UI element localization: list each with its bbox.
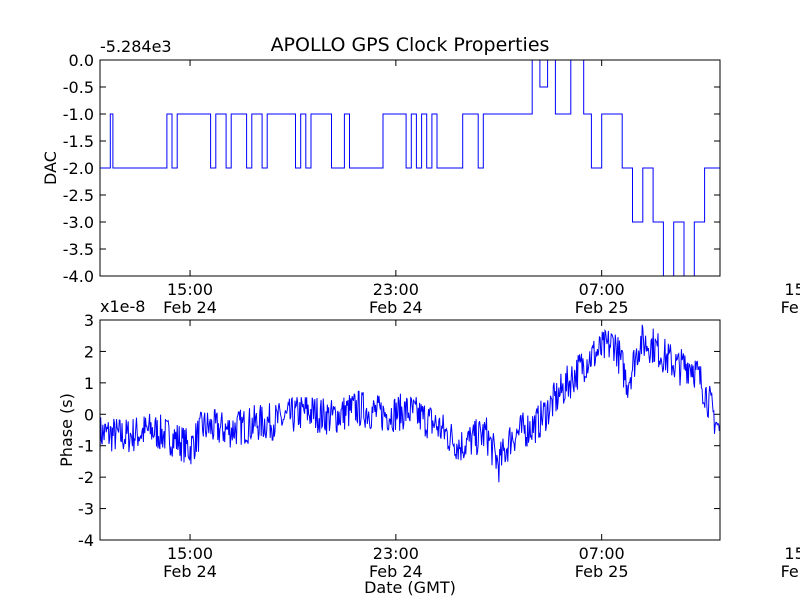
phase-ytick-label: -1 (78, 437, 94, 456)
phase-xtick-time: 15:00 (784, 544, 800, 563)
phase-ytick-label: 2 (84, 342, 94, 361)
dac-xtick-time: 23:00 (373, 280, 419, 299)
phase-series-line (99, 324, 721, 483)
dac-xtick-time: 07:00 (579, 280, 625, 299)
dac-xtick-date: Feb 24 (369, 298, 423, 317)
phase-plot-frame (99, 319, 721, 541)
phase-ytick-label: -4 (78, 531, 94, 550)
dac-ytick-label: -2.0 (63, 159, 94, 178)
phase-plot-area (100, 320, 720, 540)
phase-xtick-date: Feb 24 (369, 562, 423, 581)
dac-ytick-label: -3.0 (63, 213, 94, 232)
phase-offset-text: x1e-8 (100, 297, 145, 316)
phase-ytick-label: 1 (84, 374, 94, 393)
dac-xtick-time: 15:00 (167, 280, 213, 299)
dac-ytick-label: -3.5 (63, 240, 94, 259)
dac-ytick-label: -1.0 (63, 105, 94, 124)
dac-xtick-date: Feb 25 (575, 298, 629, 317)
dac-plot: -5.284e3 DAC 0.0 -0.5 -1.0 -1.5 -2.0 -2.5 -3.0… (41, 37, 800, 317)
phase-xtick-time: 15:00 (167, 544, 213, 563)
chart-title: APOLLO GPS Clock Properties (271, 34, 550, 56)
dac-ytick-label: 0.0 (69, 51, 94, 70)
phase-y-ticks: 3 2 1 0 -1 -2 -3 -4 (78, 311, 720, 550)
phase-xlabel: Date (GMT) (364, 578, 456, 597)
dac-ytick-label: -1.5 (63, 132, 94, 151)
dac-series-line (100, 59, 720, 277)
dac-offset-text: -5.284e3 (100, 37, 172, 56)
dac-xtick-date: Feb 24 (163, 298, 217, 317)
phase-xtick-time: 23:00 (373, 544, 419, 563)
dac-y-ticks: 0.0 -0.5 -1.0 -1.5 -2.0 -2.5 -3.0 -3.5 -4.0 (63, 51, 720, 286)
dac-xtick-date: Feb 25 (781, 298, 800, 317)
dac-plot-frame (99, 59, 721, 277)
phase-ytick-label: 3 (84, 311, 94, 330)
dac-xtick-time: 15:00 (784, 280, 800, 299)
phase-xtick-time: 07:00 (579, 544, 625, 563)
phase-ytick-label: -2 (78, 468, 94, 487)
phase-xtick-date: Feb 25 (575, 562, 629, 581)
dac-ylabel: DAC (41, 151, 60, 185)
phase-ylabel: Phase (s) (57, 393, 76, 467)
phase-ytick-label: -3 (78, 500, 94, 519)
phase-ytick-label: 0 (84, 405, 94, 424)
phase-xtick-date: Feb 24 (163, 562, 217, 581)
dac-ytick-label: -2.5 (63, 186, 94, 205)
dac-ytick-label: -4.0 (63, 267, 94, 286)
dac-ytick-label: -0.5 (63, 78, 94, 97)
phase-xtick-date: Feb 25 (781, 562, 800, 581)
